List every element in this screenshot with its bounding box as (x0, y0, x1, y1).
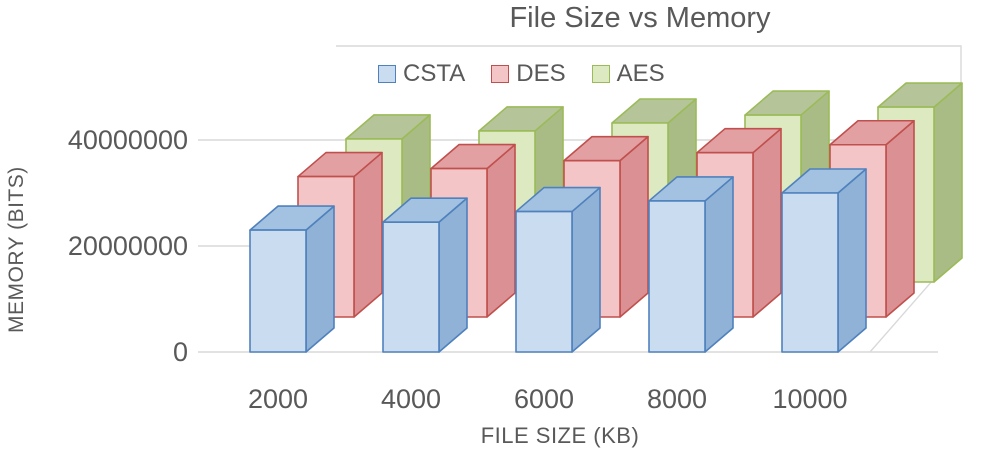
bar-csta-4000-side (438, 197, 468, 353)
bar-csta-6000-side (571, 186, 601, 353)
bar-des-8000-side (752, 127, 782, 318)
bar-csta-4000 (382, 221, 440, 353)
chart-title: File Size vs Memory (509, 2, 771, 34)
legend-label-des: DES (516, 60, 566, 87)
bar-des-10000-side (885, 119, 915, 318)
bar-csta-8000-side (704, 176, 734, 353)
bar-des-6000-side (619, 135, 649, 318)
x-axis-title: FILE SIZE (KB) (480, 423, 640, 448)
legend-swatch-csta (378, 65, 396, 83)
x-tick-label: 4000 (381, 384, 441, 414)
y-tick-label: 40000000 (68, 125, 188, 155)
x-tick-label: 10000 (772, 384, 847, 414)
legend-item-aes: AES (591, 60, 665, 88)
bar-des-4000-side (486, 143, 516, 318)
bar-des-2000-side (353, 151, 383, 318)
y-axis-title: MEMORY (BITS) (5, 166, 28, 334)
legend-item-des: DES (491, 60, 566, 88)
bar-csta-6000 (515, 210, 573, 353)
bar-csta-10000-side (837, 168, 867, 353)
legend-swatch-aes (591, 65, 610, 83)
legend-swatch-des (491, 65, 510, 83)
x-tick-label: 8000 (647, 384, 707, 414)
legend-label-aes: AES (616, 60, 665, 87)
bar-csta-10000 (781, 192, 839, 353)
bar-csta-8000 (648, 200, 706, 353)
legend-item-csta: CSTA (378, 60, 465, 88)
bar-aes-10000-side (933, 82, 963, 283)
bar-csta-2000-side (305, 205, 335, 353)
y-tick-label: 0 (173, 337, 188, 367)
legend-label-csta: CSTA (403, 60, 466, 87)
bar-csta-2000 (249, 229, 307, 353)
x-tick-label: 6000 (514, 384, 574, 414)
x-tick-label: 2000 (248, 384, 308, 414)
legend: CSTA DES AES (378, 60, 665, 88)
y-tick-label: 20000000 (68, 231, 188, 261)
